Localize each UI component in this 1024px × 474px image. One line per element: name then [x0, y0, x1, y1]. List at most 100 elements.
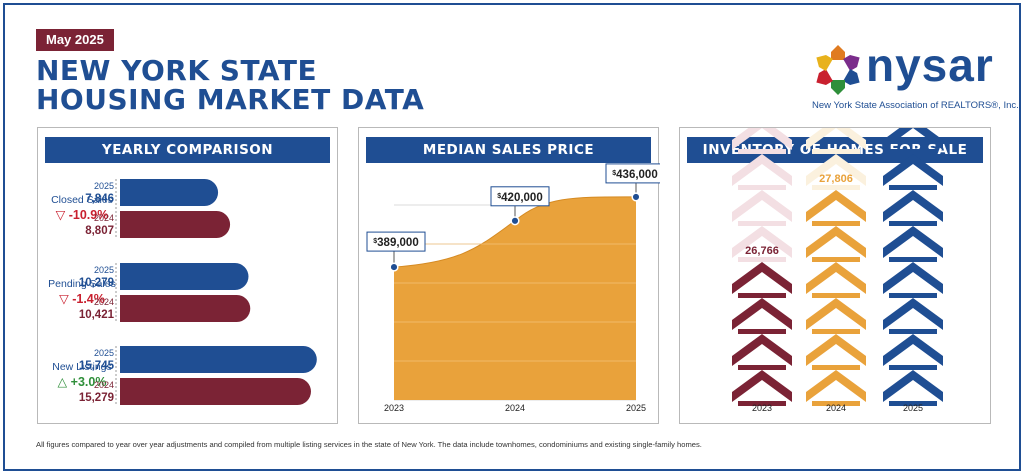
inventory-chevron-base [889, 185, 937, 190]
inventory-chevron-faded [732, 128, 792, 150]
house-cluster-logo-icon [816, 45, 860, 95]
inventory-chevron [883, 262, 943, 294]
inventory-value-label: 27,806 [819, 173, 853, 185]
series-year-label: 2024 [94, 297, 114, 307]
x-tick-label: 2023 [384, 403, 404, 413]
series-year-label: 2025 [94, 181, 114, 191]
inventory-chevron-base [812, 365, 860, 370]
price-callout-box [366, 231, 426, 252]
inventory-chevron [806, 298, 866, 330]
bar-value-label: 10,279 [79, 277, 114, 289]
page-title: NEW YORK STATE HOUSING MARKET DATA [36, 56, 424, 114]
change-percent: ▽ -1.4% [59, 292, 105, 306]
inventory-chevron [732, 298, 792, 330]
inventory-chevron [883, 154, 943, 186]
inventory-chevron-base [889, 149, 937, 154]
yearly-comparison-chart: Closed Sales ▽ -10.9% 2025 7,846 2024 8,807 Pe… [48, 179, 317, 406]
inventory-chevron-base [812, 221, 860, 226]
inventory-chevron [806, 190, 866, 222]
inventory-chevron [732, 370, 792, 402]
price-point [389, 262, 399, 272]
series-year-label: 2025 [94, 265, 114, 275]
inventory-chevron-base [812, 329, 860, 334]
comparison-bar [120, 346, 317, 373]
title-line-2: HOUSING MARKET DATA [36, 83, 425, 116]
price-value-label: $389,000 [373, 237, 418, 249]
footnote: All figures compared to year over year a… [36, 440, 702, 449]
inventory-chevron-base [889, 221, 937, 226]
logo-house-mark [816, 54, 833, 72]
series-year-label: 2025 [94, 348, 114, 358]
x-tick-label: 2024 [505, 403, 525, 413]
logo-wordmark: nysar [866, 39, 994, 91]
inventory-chevron-base [889, 257, 937, 262]
comparison-bar [120, 211, 231, 238]
median-price-header: MEDIAN SALES PRICE [366, 137, 651, 163]
price-point [631, 192, 641, 202]
bar-value-label: 8,807 [85, 225, 114, 237]
comparison-bar [120, 179, 219, 206]
inventory-chevron-base [889, 401, 937, 406]
inventory-chevron-base [812, 293, 860, 298]
x-tick-label: 2025 [626, 403, 646, 413]
inventory-chevron-faded [806, 128, 866, 150]
inventory-panel: INVENTORY OF HOMES FOR SALE 26,766202327… [679, 127, 991, 424]
series-year-label: 2024 [94, 380, 114, 390]
median-price-panel: MEDIAN SALES PRICE $389,000 2023 $420,000 2… [358, 127, 660, 424]
inventory-chevron [732, 262, 792, 294]
inventory-chevron-base [738, 365, 786, 370]
inventory-chevron-base [889, 365, 937, 370]
inventory-chevron [806, 262, 866, 294]
inventory-chevron-faded [806, 154, 866, 186]
inventory-chevron [806, 226, 866, 258]
inventory-chevron [883, 370, 943, 402]
category-label: Closed Sales [51, 194, 113, 206]
x-tick-label: 2023 [752, 403, 772, 413]
inventory-chevron-base [889, 293, 937, 298]
logo-house-mark [843, 54, 860, 72]
inventory-chevron [732, 334, 792, 366]
logo-tagline: New York State Association of REALTORS®,… [812, 100, 1019, 111]
logo-house-mark [816, 68, 833, 86]
comparison-bar [120, 378, 311, 405]
inventory-chevron-base [812, 401, 860, 406]
inventory-chevron-faded [732, 154, 792, 186]
comparison-bar [120, 263, 249, 290]
inventory-chevron-faded [732, 190, 792, 222]
nysar-logo: nysar New York State Association of REAL… [812, 39, 1019, 118]
logo-house-mark [831, 45, 845, 60]
inventory-chevron-faded-base [812, 149, 860, 154]
inventory-chevron [883, 190, 943, 222]
price-value-label: $420,000 [497, 192, 542, 204]
median-price-chart: $389,000 2023 $420,000 2024 $436,000 2025 [366, 163, 660, 413]
inventory-chevron [883, 128, 943, 150]
price-callout-box [605, 163, 660, 184]
category-label: New Listings [52, 361, 112, 373]
title-line-1: NEW YORK STATE [36, 54, 318, 87]
price-point [510, 216, 520, 226]
price-area [394, 196, 636, 400]
logo-house-mark [831, 80, 845, 95]
inventory-chevron-faded-base [738, 221, 786, 226]
category-label: Pending Sales [48, 278, 116, 290]
inventory-chevron-faded-base [738, 149, 786, 154]
change-percent: ▽ -10.9% [56, 208, 109, 222]
inventory-chevron [883, 334, 943, 366]
comparison-bar [120, 295, 251, 322]
bar-value-label: 15,745 [79, 360, 115, 372]
inventory-chevron [806, 370, 866, 402]
x-tick-label: 2025 [903, 403, 923, 413]
bar-value-label: 7,846 [85, 193, 114, 205]
yearly-comparison-panel: YEARLY COMPARISON Closed Sales ▽ -10.9% 20… [37, 127, 338, 424]
date-badge: May 2025 [36, 29, 114, 51]
inventory-chevron-faded [732, 226, 792, 258]
inventory-chevron-faded-base [738, 257, 786, 262]
inventory-chevron-base [738, 329, 786, 334]
inventory-chevron [883, 226, 943, 258]
price-callout-box [490, 186, 550, 207]
inventory-chevron-base [738, 401, 786, 406]
series-year-label: 2024 [94, 213, 114, 223]
bar-value-label: 15,279 [79, 392, 114, 404]
price-value-label: $436,000 [612, 169, 657, 181]
